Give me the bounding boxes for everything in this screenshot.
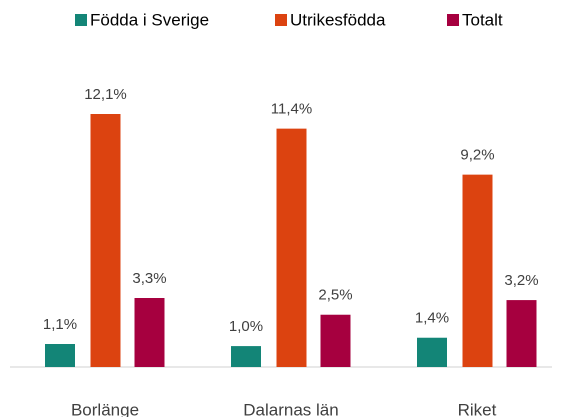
x-tick-label: Borlänge — [71, 400, 139, 417]
bar — [462, 174, 493, 367]
x-tick-label: Riket — [458, 400, 497, 417]
legend-swatch — [447, 14, 459, 26]
value-label: 1,0% — [229, 318, 263, 335]
bar — [45, 344, 75, 367]
bar — [320, 314, 351, 367]
bar — [90, 114, 121, 367]
value-label: 12,1% — [84, 86, 127, 103]
value-label: 3,2% — [504, 272, 538, 289]
value-label: 2,5% — [318, 287, 352, 304]
value-label: 1,1% — [43, 316, 77, 333]
value-label: 9,2% — [460, 147, 494, 164]
value-label: 1,4% — [415, 310, 449, 327]
bar — [231, 346, 261, 367]
value-label: 3,3% — [132, 270, 166, 287]
legend-label: Födda i Sverige — [90, 10, 209, 29]
bar — [506, 300, 537, 367]
bar — [134, 298, 165, 367]
x-tick-label: Dalarnas län — [243, 400, 338, 417]
legend-swatch — [275, 14, 287, 26]
legend-swatch — [75, 14, 87, 26]
bar — [276, 128, 307, 367]
bar — [417, 337, 447, 367]
value-label: 11,4% — [271, 101, 312, 118]
legend-label: Totalt — [462, 10, 503, 29]
legend-label: Utrikesfödda — [290, 10, 386, 29]
